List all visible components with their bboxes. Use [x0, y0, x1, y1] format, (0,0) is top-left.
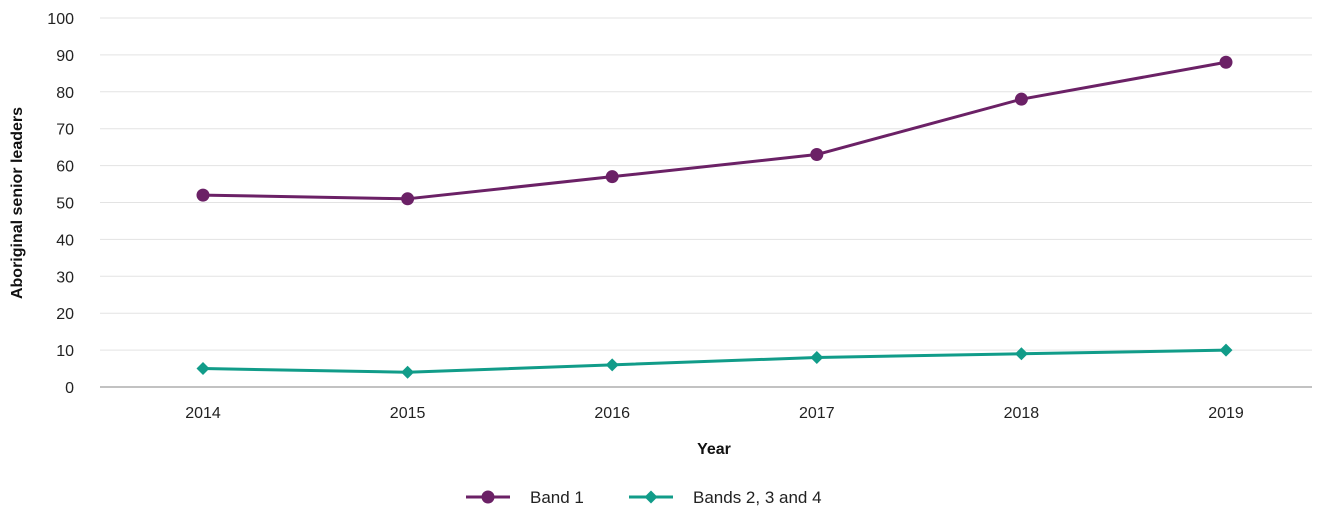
y-tick-label-40: 40	[56, 232, 74, 249]
y-tick-label-60: 60	[56, 159, 74, 176]
x-tick-label-2016: 2016	[594, 405, 630, 422]
y-tick-label-90: 90	[56, 48, 74, 65]
series-1-point-5	[1219, 343, 1233, 357]
y-tick-label-30: 30	[56, 269, 74, 286]
series-1-point-1	[401, 365, 415, 379]
series-0-point-5	[1219, 55, 1233, 69]
legend-marker-0	[481, 490, 495, 504]
y-tick-label-10: 10	[56, 343, 74, 360]
series-line-1	[201, 348, 1228, 374]
gridlines	[100, 17, 1312, 351]
series-0-point-2	[605, 170, 619, 184]
legend-label-1: Bands 2, 3 and 4	[693, 488, 822, 507]
x-tick-label-2015: 2015	[390, 405, 426, 422]
axis-labels: Year Aboriginal senior leaders	[9, 107, 731, 458]
legend-label-0: Band 1	[530, 488, 584, 507]
series-0-point-1	[401, 192, 415, 206]
y-tick-label-0: 0	[65, 380, 74, 397]
legend-marker-1	[644, 490, 658, 504]
legend: Band 1 Bands 2, 3 and 4	[466, 488, 822, 507]
x-tick-label-2014: 2014	[185, 405, 221, 422]
y-tick-label-70: 70	[56, 122, 74, 139]
series-0-point-0	[196, 188, 210, 202]
series-1-point-2	[605, 358, 619, 372]
y-tick-label-50: 50	[56, 196, 74, 213]
x-axis-title: Year	[697, 441, 731, 458]
series-layer	[196, 55, 1233, 379]
x-tick-label-2018: 2018	[1004, 405, 1040, 422]
y-tick-label-100: 100	[47, 11, 74, 28]
y-axis-title: Aboriginal senior leaders	[9, 107, 26, 299]
series-1-point-0	[196, 362, 210, 376]
axes: 0 10 20 30 40 50 60 70 80 90 100 2014 2015 2016 2017 20…	[47, 11, 1312, 422]
x-tick-label-2019: 2019	[1208, 405, 1244, 422]
series-1-point-4	[1014, 347, 1028, 361]
y-tick-label-20: 20	[56, 306, 74, 323]
series-1-point-3	[810, 350, 824, 364]
x-tick-label-2017: 2017	[799, 405, 835, 422]
y-tick-label-80: 80	[56, 85, 74, 102]
series-0-point-3	[810, 148, 824, 162]
series-line-0	[201, 60, 1228, 201]
series-0-point-4	[1014, 92, 1028, 106]
